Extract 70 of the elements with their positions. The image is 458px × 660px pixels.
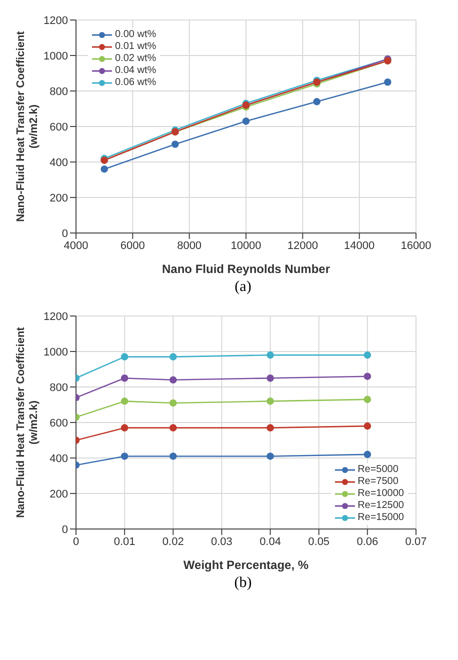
point (364, 351, 372, 359)
point (313, 98, 320, 106)
point (169, 424, 177, 432)
point (242, 118, 250, 125)
x-tick-label: 0.02 (162, 536, 184, 548)
legend-label: 0.06 wt% (115, 77, 156, 89)
y-tick-label: 400 (50, 452, 68, 465)
y-tick-label: 1000 (44, 50, 68, 62)
legend-label: Re=7500 (358, 476, 398, 488)
x-tick-label: 6000 (120, 240, 145, 252)
point (364, 450, 372, 458)
y-tick-label: 1000 (44, 346, 68, 358)
x-tick-label: 16000 (400, 240, 432, 252)
point (120, 424, 128, 432)
legend-label: 0.01 wt% (115, 41, 156, 53)
x-tick-label: 8000 (177, 240, 202, 252)
y-tick-label: 0 (62, 524, 68, 536)
y-tick-label: 600 (50, 121, 68, 134)
point (120, 398, 128, 405)
x-tick-label: 14000 (344, 240, 375, 252)
point (169, 399, 177, 407)
point (169, 452, 177, 460)
point (364, 372, 372, 380)
x-tick-label: 0.04 (260, 536, 281, 548)
point (266, 452, 274, 460)
text: (b) (233, 575, 253, 592)
y-tick-label: 200 (50, 488, 68, 500)
point (120, 374, 128, 382)
legend-label: Re=12500 (358, 500, 404, 512)
x-tick-label: 0 (72, 536, 80, 548)
legend-label: Re=5000 (358, 464, 398, 476)
y-axis-title: Nano-Fluid Heat Transfer Coefficient (w/m2.k) (15, 30, 40, 222)
point (266, 424, 274, 432)
x-tick-label: 12000 (287, 240, 318, 252)
legend-label: 0.02 wt% (115, 53, 156, 65)
point (172, 140, 179, 148)
y-tick-label: 400 (50, 156, 68, 169)
x-tick-label: 0.03 (211, 536, 232, 548)
x-tick-label: 0.05 (308, 536, 330, 548)
legend-label: 0.04 wt% (115, 65, 156, 77)
y-tick-label: 800 (50, 382, 68, 394)
point (100, 165, 108, 173)
point (364, 396, 372, 404)
y-tick-label: 0 (62, 228, 68, 240)
x-tick-label: 10000 (230, 240, 262, 252)
y-axis-title: Nano-Fluid Heat Transfer Coefficient (w/m2.k) (15, 326, 40, 518)
y-tick-label: 600 (50, 417, 68, 430)
legend-label: Re=15000 (358, 512, 404, 524)
point (266, 374, 274, 382)
legend-label: 0.00 wt% (115, 29, 156, 41)
y-tick-label: 1200 (44, 310, 68, 323)
point (169, 376, 177, 384)
text: (a) (234, 279, 252, 296)
point (384, 78, 392, 86)
x-tick-label: 0.01 (114, 536, 136, 548)
point (120, 452, 128, 460)
point (169, 353, 177, 360)
x-tick-label: 0.06 (356, 536, 378, 548)
point (364, 422, 372, 430)
point (266, 398, 274, 405)
x-tick-label: 4000 (64, 240, 88, 252)
y-tick-label: 200 (50, 192, 68, 204)
x-axis-title: Weight Percentage, % (183, 558, 309, 572)
point (120, 353, 128, 360)
legend-label: Re=10000 (358, 488, 404, 500)
y-tick-label: 1200 (44, 14, 68, 27)
x-axis-title: Nano Fluid Reynolds Number (162, 262, 330, 276)
x-tick-label: 0.07 (405, 536, 427, 548)
point (266, 351, 274, 359)
y-tick-label: 800 (50, 86, 68, 98)
